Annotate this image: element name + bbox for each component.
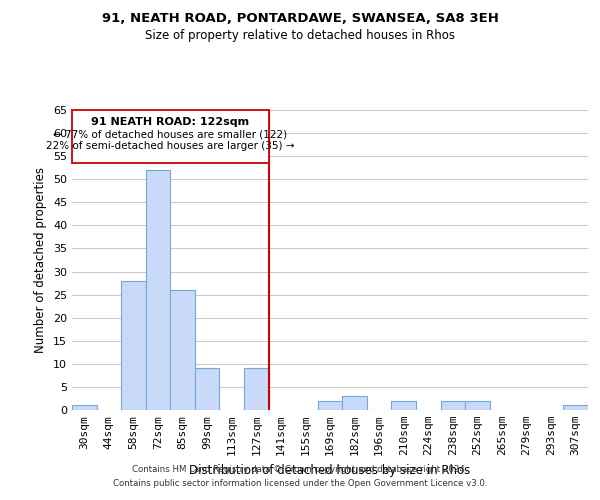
Bar xyxy=(318,401,342,410)
Bar xyxy=(440,401,465,410)
Bar xyxy=(146,170,170,410)
Bar xyxy=(170,290,195,410)
Text: 91 NEATH ROAD: 122sqm: 91 NEATH ROAD: 122sqm xyxy=(91,117,250,127)
Bar xyxy=(391,401,416,410)
Bar xyxy=(72,406,97,410)
X-axis label: Distribution of detached houses by size in Rhos: Distribution of detached houses by size … xyxy=(190,464,470,476)
Bar xyxy=(342,396,367,410)
Text: 22% of semi-detached houses are larger (35) →: 22% of semi-detached houses are larger (… xyxy=(46,142,295,152)
Bar xyxy=(121,281,146,410)
Bar xyxy=(195,368,220,410)
Bar xyxy=(563,406,588,410)
Text: ← 77% of detached houses are smaller (122): ← 77% of detached houses are smaller (12… xyxy=(53,130,287,140)
Y-axis label: Number of detached properties: Number of detached properties xyxy=(34,167,47,353)
Text: Size of property relative to detached houses in Rhos: Size of property relative to detached ho… xyxy=(145,29,455,42)
Bar xyxy=(244,368,269,410)
Bar xyxy=(465,401,490,410)
FancyBboxPatch shape xyxy=(72,110,269,163)
Text: 91, NEATH ROAD, PONTARDAWE, SWANSEA, SA8 3EH: 91, NEATH ROAD, PONTARDAWE, SWANSEA, SA8… xyxy=(101,12,499,26)
Text: Contains HM Land Registry data © Crown copyright and database right 2024.
Contai: Contains HM Land Registry data © Crown c… xyxy=(113,466,487,487)
